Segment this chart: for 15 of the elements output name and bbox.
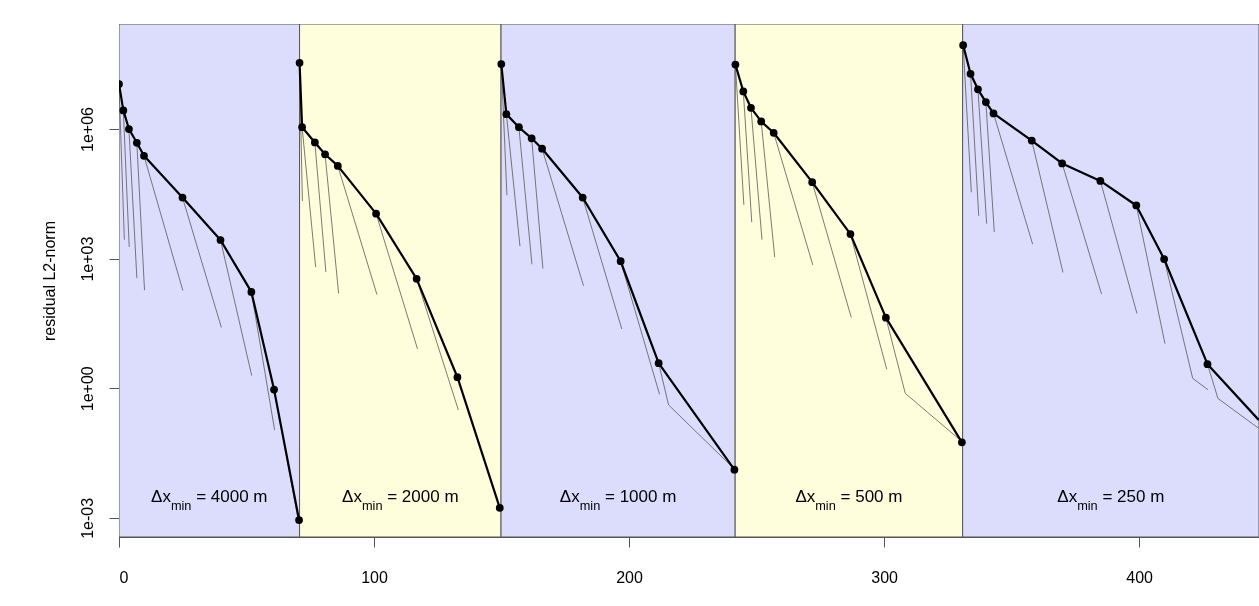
x-tick-label: 100	[361, 568, 388, 586]
y-tick-label: 1e+00	[78, 366, 96, 412]
x-tick-label: 300	[871, 568, 899, 586]
band-label: Δx$_{min}$ = 4000 m	[151, 487, 268, 513]
y-tick-label: 1e-03	[78, 497, 96, 539]
band-label: Δx$_{min}$ = 500 m	[795, 487, 903, 513]
band-label: Δx$_{min}$ = 1000 m	[559, 487, 677, 513]
band-label: Δx$_{min}$ = 2000 m	[342, 487, 459, 513]
y-tick-label: 1e+06	[78, 106, 96, 152]
x-tick-label: 400	[1126, 568, 1154, 586]
y-axis-title: residual L2-norm	[40, 220, 58, 342]
x-tick-label: 200	[616, 568, 644, 586]
band-label: Δx$_{min}$ = 250 m	[1057, 487, 1165, 513]
y-tick-label: 1e+03	[78, 236, 96, 282]
x-tick-label: 0	[119, 568, 129, 586]
